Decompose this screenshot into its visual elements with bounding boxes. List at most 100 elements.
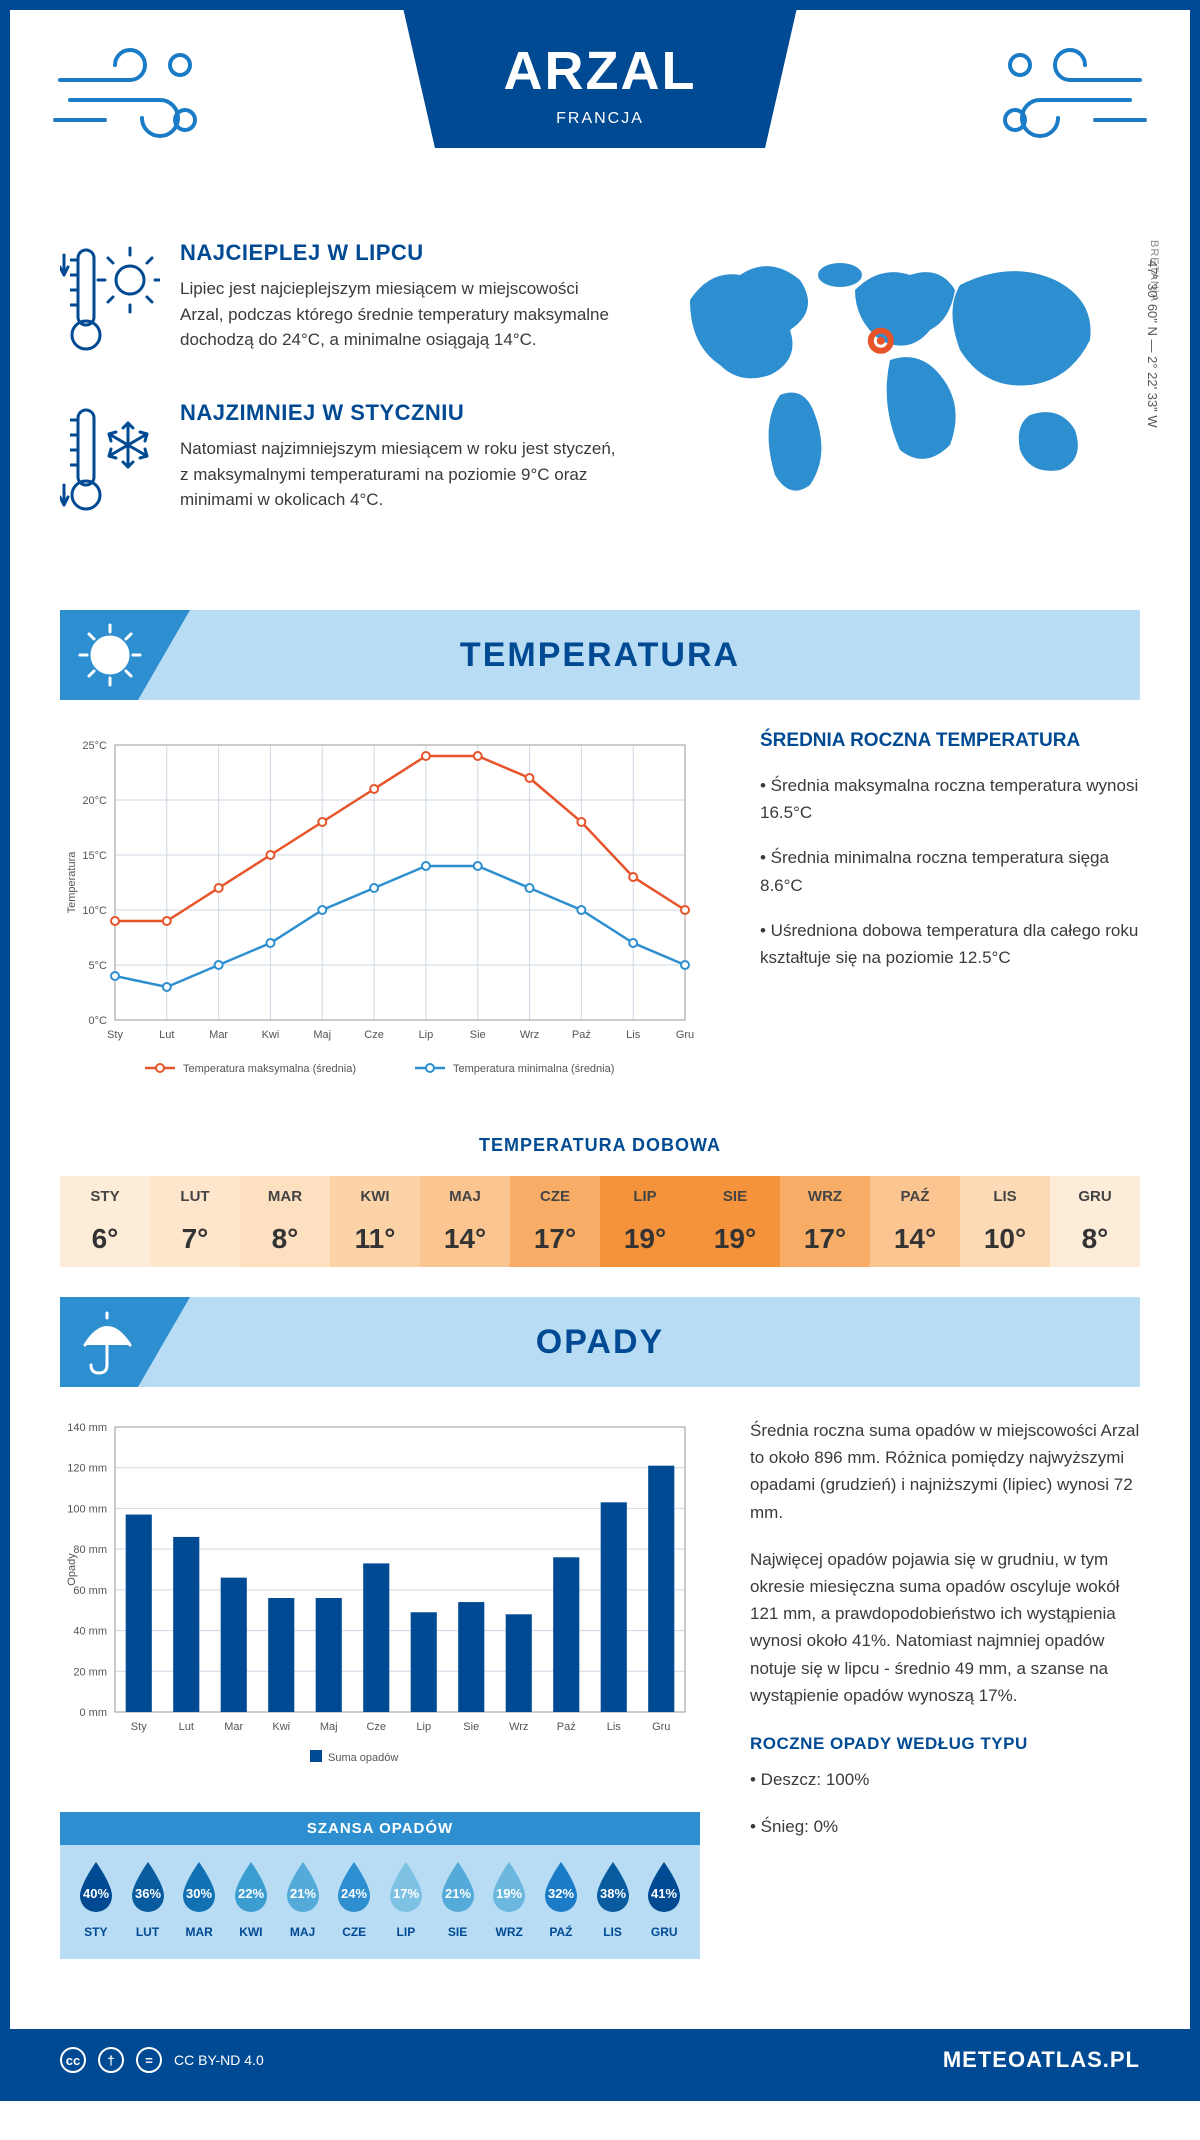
license-text: CC BY-ND 4.0 bbox=[174, 2052, 264, 2068]
hottest-title: NAJCIEPLEJ W LIPCU bbox=[180, 240, 620, 266]
svg-text:100 mm: 100 mm bbox=[67, 1503, 107, 1515]
chance-cell: 36% LUT bbox=[122, 1860, 174, 1939]
coordinates: 47° 30' 60" N — 2° 22' 33" W bbox=[1145, 260, 1160, 428]
hottest-body: Lipiec jest najcieplejszym miesiącem w m… bbox=[180, 276, 620, 353]
svg-text:41%: 41% bbox=[651, 1886, 677, 1901]
svg-text:Lip: Lip bbox=[419, 1029, 434, 1041]
svg-text:0°C: 0°C bbox=[89, 1015, 108, 1027]
svg-text:22%: 22% bbox=[238, 1886, 264, 1901]
chance-cell: 40% STY bbox=[70, 1860, 122, 1939]
precipitation-text: Średnia roczna suma opadów w miejscowośc… bbox=[750, 1417, 1150, 1959]
section-title: TEMPERATURA bbox=[60, 636, 1140, 675]
intro-section: NAJCIEPLEJ W LIPCU Lipiec jest najcieple… bbox=[60, 240, 1140, 560]
svg-text:15°C: 15°C bbox=[82, 850, 107, 862]
svg-text:36%: 36% bbox=[134, 1886, 160, 1901]
chance-cell: 41% GRU bbox=[638, 1860, 690, 1939]
svg-text:20 mm: 20 mm bbox=[73, 1666, 107, 1678]
chance-cell: 38% LIS bbox=[587, 1860, 639, 1939]
daily-cell: MAJ14° bbox=[420, 1176, 510, 1267]
svg-text:Paź: Paź bbox=[572, 1029, 591, 1041]
svg-text:Temperatura maksymalna (średni: Temperatura maksymalna (średnia) bbox=[183, 1063, 356, 1075]
precip-type-bullet: • Deszcz: 100% bbox=[750, 1766, 1150, 1793]
daily-cell: KWI11° bbox=[330, 1176, 420, 1267]
svg-text:Kwi: Kwi bbox=[272, 1721, 290, 1733]
wind-icon bbox=[990, 40, 1150, 155]
svg-text:21%: 21% bbox=[445, 1886, 471, 1901]
svg-text:Sty: Sty bbox=[107, 1029, 123, 1041]
svg-text:20°C: 20°C bbox=[82, 795, 107, 807]
section-title: OPADY bbox=[60, 1323, 1140, 1362]
daily-cell: LIP19° bbox=[600, 1176, 690, 1267]
daily-cell: CZE17° bbox=[510, 1176, 600, 1267]
precip-paragraph: Najwięcej opadów pojawia się w grudniu, … bbox=[750, 1546, 1150, 1709]
svg-text:Lut: Lut bbox=[159, 1029, 174, 1041]
chance-cell: 17% LIP bbox=[380, 1860, 432, 1939]
daily-cell: LUT7° bbox=[150, 1176, 240, 1267]
daily-cell: MAR8° bbox=[240, 1176, 330, 1267]
title-ribbon: ARZAL FRANCJA bbox=[404, 10, 797, 148]
daily-cell: GRU8° bbox=[1050, 1176, 1140, 1267]
svg-text:Sie: Sie bbox=[470, 1029, 486, 1041]
svg-text:40 mm: 40 mm bbox=[73, 1626, 107, 1638]
svg-text:Sie: Sie bbox=[463, 1721, 479, 1733]
by-icon: † bbox=[98, 2047, 124, 2073]
daily-temp-table: STY6°LUT7°MAR8°KWI11°MAJ14°CZE17°LIP19°S… bbox=[60, 1176, 1140, 1267]
svg-text:Lis: Lis bbox=[607, 1721, 622, 1733]
country-subtitle: FRANCJA bbox=[504, 110, 697, 128]
thermometer-snow-icon bbox=[60, 400, 160, 525]
svg-text:Suma opadów: Suma opadów bbox=[328, 1752, 398, 1764]
precipitation-banner: OPADY bbox=[60, 1297, 1140, 1387]
stats-bullet: • Średnia maksymalna roczna temperatura … bbox=[760, 772, 1140, 826]
svg-text:Cze: Cze bbox=[364, 1029, 384, 1041]
daily-cell: PAŹ14° bbox=[870, 1176, 960, 1267]
svg-text:Wrz: Wrz bbox=[520, 1029, 539, 1041]
coldest-body: Natomiast najzimniejszym miesiącem w rok… bbox=[180, 436, 620, 513]
stats-bullet: • Średnia minimalna roczna temperatura s… bbox=[760, 844, 1140, 898]
chance-cell: 21% MAJ bbox=[277, 1860, 329, 1939]
svg-text:Lip: Lip bbox=[416, 1721, 431, 1733]
world-map: BRETANIA 47° 30' 60" N — 2° 22' 33" W bbox=[660, 240, 1140, 560]
svg-text:Kwi: Kwi bbox=[262, 1029, 280, 1041]
svg-text:25°C: 25°C bbox=[82, 740, 107, 752]
daily-cell: WRZ17° bbox=[780, 1176, 870, 1267]
svg-text:0 mm: 0 mm bbox=[80, 1707, 108, 1719]
chance-title: SZANSA OPADÓW bbox=[60, 1812, 700, 1845]
svg-text:17%: 17% bbox=[393, 1886, 419, 1901]
svg-text:Mar: Mar bbox=[209, 1029, 228, 1041]
nd-icon: = bbox=[136, 2047, 162, 2073]
svg-text:5°C: 5°C bbox=[89, 960, 108, 972]
svg-text:Wrz: Wrz bbox=[509, 1721, 528, 1733]
chance-cell: 19% WRZ bbox=[483, 1860, 535, 1939]
precipitation-chart: 0 mm20 mm40 mm60 mm80 mm100 mm120 mm140 … bbox=[60, 1417, 700, 1782]
svg-text:Maj: Maj bbox=[313, 1029, 331, 1041]
chance-cell: 30% MAR bbox=[173, 1860, 225, 1939]
thermometer-sun-icon bbox=[60, 240, 160, 365]
svg-text:Paź: Paź bbox=[557, 1721, 576, 1733]
svg-text:30%: 30% bbox=[186, 1886, 212, 1901]
chance-cell: 21% SIE bbox=[432, 1860, 484, 1939]
chance-cell: 22% KWI bbox=[225, 1860, 277, 1939]
coldest-title: NAJZIMNIEJ W STYCZNIU bbox=[180, 400, 620, 426]
precipitation-chance-strip: SZANSA OPADÓW 40% STY 36% LUT 30% MAR 22… bbox=[60, 1812, 700, 1959]
svg-text:Mar: Mar bbox=[224, 1721, 243, 1733]
stats-bullet: • Uśredniona dobowa temperatura dla całe… bbox=[760, 917, 1140, 971]
svg-text:Lis: Lis bbox=[626, 1029, 641, 1041]
infographic-page: ARZAL FRANCJA NAJCIEPLEJ W LIPCU Lipiec … bbox=[0, 0, 1200, 2101]
chance-cell: 32% PAŹ bbox=[535, 1860, 587, 1939]
svg-text:Sty: Sty bbox=[131, 1721, 147, 1733]
cc-icon: cc bbox=[60, 2047, 86, 2073]
temperature-banner: TEMPERATURA bbox=[60, 610, 1140, 700]
header: ARZAL FRANCJA bbox=[10, 10, 1190, 210]
svg-text:19%: 19% bbox=[496, 1886, 522, 1901]
precip-type-bullet: • Śnieg: 0% bbox=[750, 1813, 1150, 1840]
svg-text:21%: 21% bbox=[290, 1886, 316, 1901]
svg-text:120 mm: 120 mm bbox=[67, 1463, 107, 1475]
svg-text:60 mm: 60 mm bbox=[73, 1585, 107, 1597]
svg-text:24%: 24% bbox=[341, 1886, 367, 1901]
svg-text:40%: 40% bbox=[83, 1886, 109, 1901]
site-name: METEOATLAS.PL bbox=[943, 2047, 1140, 2073]
precip-paragraph: Średnia roczna suma opadów w miejscowośc… bbox=[750, 1417, 1150, 1526]
svg-text:Lut: Lut bbox=[179, 1721, 194, 1733]
svg-text:80 mm: 80 mm bbox=[73, 1544, 107, 1556]
temperature-chart: 0°C5°C10°C15°C20°C25°CStyLutMarKwiMajCze… bbox=[60, 730, 710, 1095]
